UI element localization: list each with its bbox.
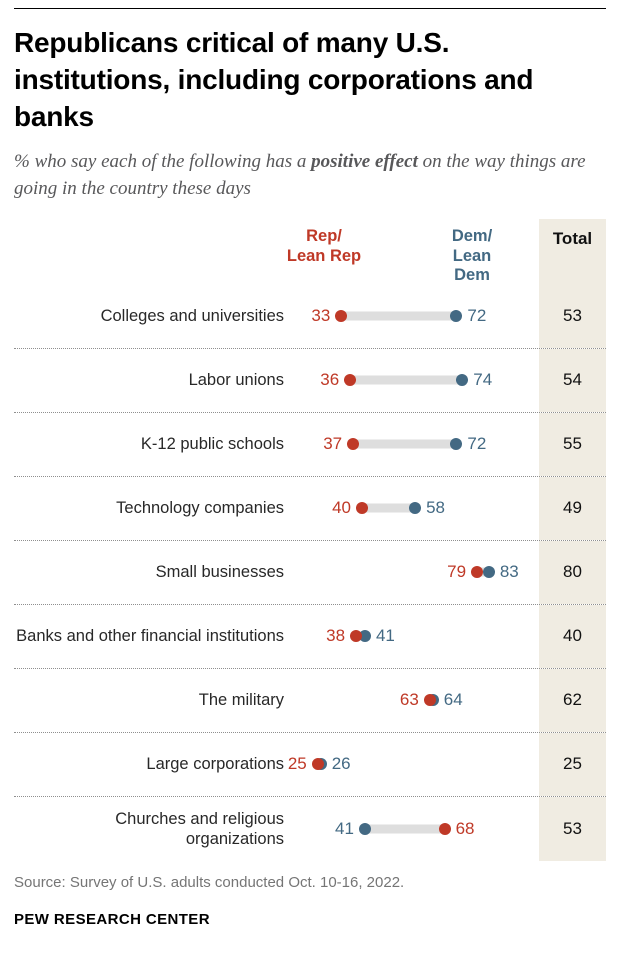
rep-dot xyxy=(347,438,360,451)
chart-row: Small businesses 79 83 80 xyxy=(14,540,606,605)
total-value: 53 xyxy=(539,284,606,348)
category-label: Banks and other financial institutions xyxy=(16,627,284,646)
category-label: K-12 public schools xyxy=(140,435,284,454)
dumbbell-plot: 37 72 xyxy=(244,413,546,476)
source-note: Source: Survey of U.S. adults conducted … xyxy=(14,873,405,891)
category-label: The military xyxy=(198,691,284,710)
dem-value: 83 xyxy=(499,562,519,582)
dumbbell-plot: 25 26 xyxy=(244,733,546,796)
dumbbell-plot: 36 74 xyxy=(244,349,546,412)
chart-subtitle: % who say each of the following has a po… xyxy=(14,149,606,203)
rep-value: 25 xyxy=(287,754,307,774)
dem-value: 72 xyxy=(467,434,487,454)
top-rule xyxy=(14,8,606,9)
rep-value: 38 xyxy=(326,626,346,646)
page-title: Republicans critical of many U.S. instit… xyxy=(14,27,534,132)
subtitle-bold-phrase: positive effect xyxy=(311,150,418,172)
rep-value: 79 xyxy=(447,562,467,582)
chart-row: K-12 public schools 37 72 55 xyxy=(14,412,606,477)
dem-value: 26 xyxy=(331,754,351,774)
category-label: Churches and religious organizations xyxy=(115,809,284,848)
rep-dot xyxy=(438,822,451,835)
dem-dot xyxy=(450,310,463,323)
chart-row: Banks and other financial institutions 38… xyxy=(14,604,606,669)
legend-area: Rep/ Lean Rep Dem/ Lean Dem xyxy=(244,219,546,285)
connector-bar xyxy=(364,824,445,834)
dem-value: 41 xyxy=(375,626,395,646)
dem-value: 64 xyxy=(443,690,463,710)
rep-value: 36 xyxy=(320,370,340,390)
dem-dot xyxy=(358,822,371,835)
dem-value: 41 xyxy=(335,818,354,838)
rep-dot xyxy=(350,630,363,643)
dem-dot xyxy=(409,502,422,515)
total-value: 49 xyxy=(539,476,606,540)
rep-dot xyxy=(423,694,436,707)
connector-bar xyxy=(362,503,416,513)
subtitle-suffix: on the way things are going in the count… xyxy=(14,150,586,199)
chart-row: Technology companies 40 58 49 xyxy=(14,476,606,541)
total-value: 55 xyxy=(539,412,606,476)
total-value: 53 xyxy=(539,796,606,861)
dem-dot xyxy=(358,630,371,643)
rep-value: 33 xyxy=(311,306,331,326)
legend-dem: Dem/ Lean Dem xyxy=(451,226,493,285)
chart-header-row: Rep/ Lean Rep Dem/ Lean Dem Total xyxy=(14,218,606,285)
rep-dot xyxy=(471,566,484,579)
rep-value: 40 xyxy=(332,498,351,518)
total-column-header: Total xyxy=(539,218,606,285)
total-value: 62 xyxy=(539,668,606,732)
dumbbell-plot: 41 68 xyxy=(244,797,546,861)
chart-row: Colleges and universities 33 72 53 xyxy=(14,284,606,349)
dumbbell-plot: 63 64 xyxy=(244,669,546,732)
total-value: 40 xyxy=(539,604,606,668)
dem-value: 72 xyxy=(467,306,487,326)
category-label: Colleges and universities xyxy=(100,307,284,326)
chart-rows: Colleges and universities 33 72 53 Labor uni… xyxy=(14,284,606,861)
connector-bar xyxy=(341,311,457,321)
dem-value: 74 xyxy=(473,370,493,390)
rep-value: 37 xyxy=(323,434,343,454)
dumbbell-plot: 79 83 xyxy=(244,541,546,604)
legend-rep: Rep/ Lean Rep xyxy=(286,226,362,265)
dumbbell-chart: Rep/ Lean Rep Dem/ Lean Dem Total Colleg… xyxy=(14,218,606,861)
rep-dot xyxy=(335,310,348,323)
dumbbell-plot: 40 58 xyxy=(244,477,546,540)
dem-value: 58 xyxy=(426,498,446,518)
dumbbell-plot: 38 41 xyxy=(244,605,546,668)
connector-bar xyxy=(350,375,463,385)
connector-bar xyxy=(353,439,457,449)
chart-row: Labor unions 36 74 54 xyxy=(14,348,606,413)
chart-row: The military 63 64 62 xyxy=(14,668,606,733)
category-label: Labor unions xyxy=(188,371,284,390)
rep-dot xyxy=(344,374,357,387)
chart-row: Large corporations 25 26 25 xyxy=(14,732,606,797)
rep-value: 68 xyxy=(455,818,475,838)
category-label: Large corporations xyxy=(146,755,284,774)
rep-dot xyxy=(311,758,324,771)
total-value: 80 xyxy=(539,540,606,604)
subtitle-prefix: % who say each of the following has a xyxy=(14,150,312,172)
category-label: Technology companies xyxy=(116,499,284,518)
brand-footer: PEW RESEARCH CENTER xyxy=(14,910,210,928)
rep-dot xyxy=(356,502,368,515)
dumbbell-plot: 33 72 xyxy=(244,285,546,348)
chart-row: Churches and religious organizations 41 68… xyxy=(14,796,606,861)
dem-dot xyxy=(456,374,469,387)
dem-dot xyxy=(450,438,463,451)
dem-dot xyxy=(482,566,495,579)
category-label: Small businesses xyxy=(155,563,284,582)
total-value: 54 xyxy=(539,348,606,412)
rep-value: 63 xyxy=(399,690,419,710)
total-value: 25 xyxy=(539,732,606,796)
